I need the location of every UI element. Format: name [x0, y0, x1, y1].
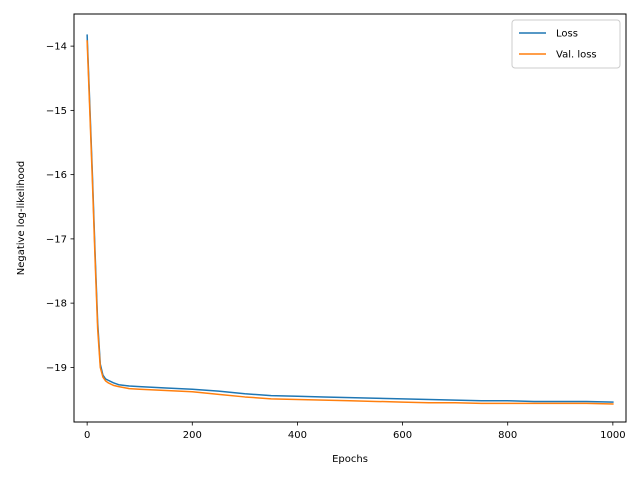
y-axis: −14 −15 −16 −17 −18 −19	[46, 42, 74, 374]
legend: Loss Val. loss	[511, 19, 621, 69]
y-axis-title: Negative log-likelihood	[16, 161, 27, 276]
legend-label-0: Loss	[556, 29, 578, 40]
y-tick-label: −18	[46, 299, 67, 310]
x-axis-title: Epochs	[332, 454, 368, 465]
y-tick-label: −14	[46, 42, 67, 53]
y-tick-label: −17	[46, 234, 67, 245]
plot-area	[86, 34, 614, 405]
y-tick-label: −19	[46, 363, 67, 374]
legend-label-1: Val. loss	[556, 50, 597, 61]
legend-box	[511, 19, 621, 69]
x-tick-label: 600	[393, 430, 412, 441]
axes-frame	[73, 13, 627, 423]
y-tick-label: −16	[46, 170, 67, 181]
x-axis: 0 200 400 600 800 1000	[84, 422, 626, 441]
x-tick-label: 800	[498, 430, 517, 441]
x-tick-label: 1000	[600, 430, 625, 441]
x-tick-label: 400	[288, 430, 307, 441]
x-tick-label: 200	[183, 430, 202, 441]
y-tick-label: −15	[46, 106, 67, 117]
x-tick-label: 0	[84, 430, 90, 441]
series-line-1	[86, 40, 614, 405]
